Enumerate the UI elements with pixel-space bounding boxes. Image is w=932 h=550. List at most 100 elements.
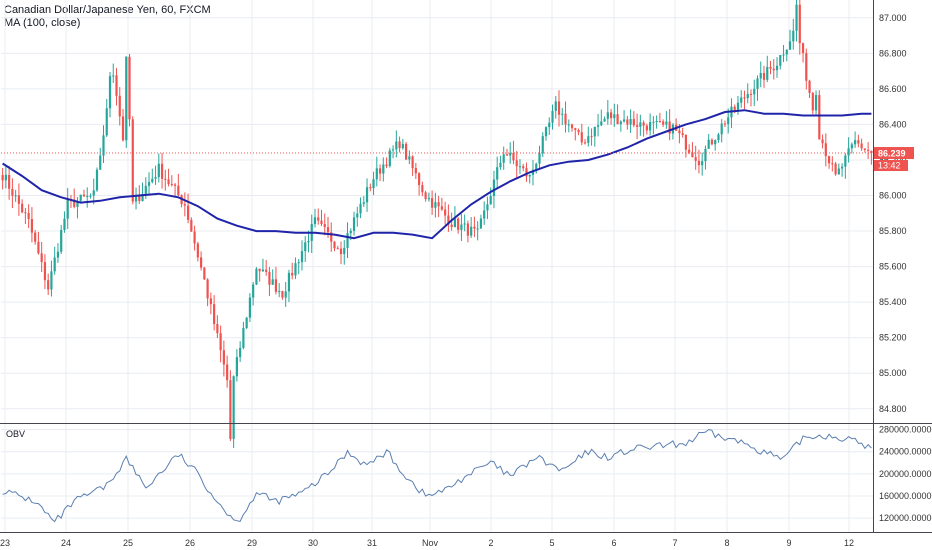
candle-body [339, 248, 343, 255]
candle-body [147, 182, 151, 186]
candle-body [798, 4, 801, 44]
candle-body [444, 209, 447, 216]
candle-body [509, 152, 512, 156]
candle-body [645, 125, 648, 131]
candle-body [473, 226, 476, 229]
candle-body [131, 119, 134, 202]
candle-body [486, 204, 489, 211]
price-tick-label-3: 85.400 [879, 297, 907, 307]
candle-body [95, 169, 99, 191]
candle-body [528, 174, 531, 177]
candle-body [512, 152, 515, 161]
candle-body [378, 168, 382, 174]
candle-body [723, 123, 727, 125]
candle-body [502, 154, 505, 163]
candle-body [697, 160, 701, 166]
time-tick-label-2: 25 [123, 538, 133, 548]
candle-body [219, 333, 222, 351]
candle-body [427, 198, 430, 200]
last-price-text: 86.239 [878, 149, 906, 159]
candle-body [759, 72, 762, 79]
candle-body [115, 75, 118, 96]
candle-body [792, 30, 795, 42]
candle-body [391, 149, 395, 151]
candle-body [320, 220, 323, 225]
candle-body [782, 54, 785, 56]
candle-body [775, 65, 779, 71]
candle-body [404, 143, 408, 160]
candle-body [824, 143, 827, 157]
pane-frames [0, 0, 932, 533]
obv-tick-label-1: 160000.0000 [879, 491, 932, 501]
time-tick-label-14: 12 [844, 538, 854, 548]
candle-body [421, 185, 424, 193]
price-tick-label-11: 87.000 [879, 13, 907, 23]
candle-body [867, 149, 870, 151]
candle-body [369, 187, 372, 189]
candle-body [753, 88, 756, 95]
candle-body [515, 160, 518, 167]
candle-body [47, 280, 50, 290]
candle-body [538, 153, 541, 164]
price-tick-label-8: 86.400 [879, 119, 907, 129]
time-tick-label-1: 24 [61, 538, 71, 548]
obv-pane: OBV [2, 428, 872, 523]
time-tick-label-10: 6 [611, 538, 616, 548]
candle-body [102, 135, 105, 156]
candle-body [548, 122, 551, 128]
candle-body [535, 163, 538, 170]
candle-body [14, 195, 17, 197]
grid-lines [1, 0, 873, 532]
candle-body [688, 149, 691, 153]
candle-body [118, 95, 121, 117]
candle-body [854, 140, 857, 145]
candle-body [779, 55, 782, 66]
candle-body [762, 72, 766, 80]
candle-body [727, 117, 730, 125]
candle-body [313, 217, 317, 225]
ma-series [2, 109, 872, 240]
candle-body [82, 194, 86, 197]
obv-tick-label-3: 240000.0000 [879, 447, 932, 457]
candle-body [359, 203, 362, 214]
candle-body [138, 195, 141, 201]
candle-body [684, 135, 688, 150]
candle-body [258, 268, 261, 272]
candle-body [850, 144, 853, 149]
candle-body [8, 174, 11, 189]
price-tick-label-1: 85.000 [879, 368, 907, 378]
candle-body [157, 163, 160, 178]
candle-body [616, 114, 619, 125]
candle-body [636, 125, 639, 127]
candle-body [411, 156, 414, 169]
candle-body [388, 150, 391, 167]
price-tick-label-5: 85.800 [879, 226, 907, 236]
candle-body [424, 192, 427, 200]
candle-body [268, 271, 271, 285]
candle-body [294, 263, 297, 276]
candle-body [307, 240, 310, 243]
candle-body [382, 164, 385, 174]
candle-body [788, 41, 792, 50]
candle-body [252, 284, 255, 298]
candle-body [827, 156, 831, 164]
candle-body [714, 140, 717, 145]
candle-body [89, 195, 92, 197]
candle-body [141, 193, 144, 201]
candle-body [173, 184, 177, 186]
candle-body [108, 76, 112, 109]
candle-body [92, 190, 95, 196]
candle-body [701, 161, 704, 166]
candle-body [193, 231, 196, 244]
candle-body [570, 124, 574, 129]
candle-body [522, 166, 525, 169]
candle-body [304, 242, 307, 252]
price-tick-label-4: 85.600 [879, 262, 907, 272]
candle-body [261, 269, 265, 272]
time-tick-label-0: 23 [0, 538, 10, 548]
time-tick-label-5: 30 [308, 538, 318, 548]
time-tick-label-12: 8 [724, 538, 729, 548]
candle-body [863, 148, 866, 150]
candle-body [746, 93, 749, 99]
